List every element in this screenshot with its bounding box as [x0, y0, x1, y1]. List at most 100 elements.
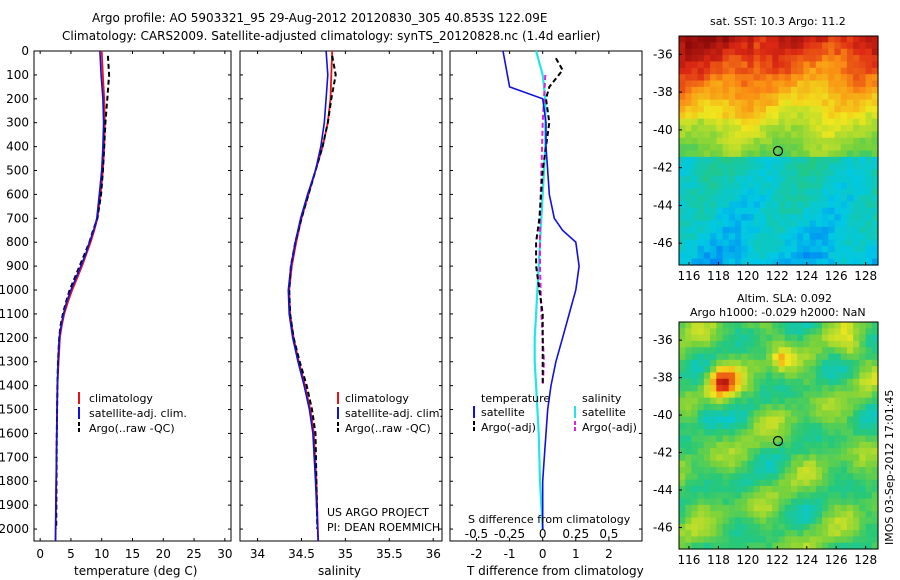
map-cell — [741, 93, 749, 101]
map-cell — [716, 454, 724, 462]
sla-lat-tick-label: -42 — [653, 446, 673, 460]
map-cell — [853, 226, 860, 234]
map-cell — [691, 410, 699, 418]
map-cell — [822, 245, 829, 253]
map-cell — [747, 523, 755, 531]
map-cell — [834, 511, 842, 519]
map-cell — [871, 118, 879, 126]
map-cell — [759, 334, 767, 342]
map-cell — [803, 150, 811, 158]
map-cell — [772, 511, 780, 519]
map-cell — [759, 137, 767, 145]
map-cell — [828, 125, 836, 133]
map-cell — [809, 156, 817, 164]
map-cell — [766, 385, 773, 392]
map-cell — [759, 340, 767, 348]
map-cell — [710, 99, 717, 107]
map-cell — [685, 397, 693, 405]
map-cell — [815, 441, 823, 449]
map-cell — [834, 48, 842, 56]
map-cell — [772, 245, 780, 253]
map-cell — [691, 182, 699, 190]
map-cell — [722, 504, 730, 512]
map-cell — [778, 359, 786, 367]
map-cell — [697, 429, 705, 437]
map-cell — [834, 233, 842, 241]
map-cell — [846, 150, 854, 158]
map-cell — [865, 131, 873, 139]
map-cell — [790, 214, 798, 222]
map-cell — [790, 353, 798, 361]
map-cell — [834, 353, 842, 361]
map-cell — [722, 467, 730, 474]
map-cell — [815, 61, 823, 69]
map-cell — [797, 340, 804, 348]
map-cell — [790, 201, 798, 209]
map-cell — [716, 48, 724, 56]
map-cell — [753, 334, 761, 342]
map-cell — [734, 340, 742, 348]
map-cell — [697, 385, 705, 392]
map-cell — [697, 131, 705, 139]
map-cell — [691, 366, 699, 374]
map-cell — [803, 207, 811, 215]
map-cell — [846, 112, 854, 120]
map-cell — [846, 485, 854, 493]
map-cell — [871, 511, 879, 519]
map-cell — [703, 410, 711, 418]
map-cell — [734, 322, 742, 329]
map-cell — [753, 86, 761, 94]
map-cell — [703, 536, 711, 544]
map-cell — [790, 42, 798, 50]
map-cell — [734, 485, 742, 493]
map-cell — [865, 125, 873, 133]
map-cell — [741, 372, 749, 380]
map-cell — [840, 112, 848, 120]
map-cell — [865, 182, 873, 190]
map-cell — [828, 258, 836, 266]
map-cell — [697, 258, 705, 266]
map-cell — [697, 80, 705, 88]
map-cell — [679, 239, 686, 247]
map-cell — [778, 74, 786, 82]
map-cell — [828, 214, 836, 222]
map-cell — [815, 511, 823, 519]
sla-lon-tick-label: 120 — [736, 553, 759, 567]
depth-tick-label: 1200 — [0, 331, 29, 345]
map-cell — [753, 118, 761, 126]
map-cell — [697, 523, 705, 531]
map-cell — [853, 252, 860, 260]
map-cell — [797, 498, 804, 506]
difference-tick-label: 2 — [605, 547, 613, 561]
map-cell — [797, 99, 804, 107]
map-cell — [679, 131, 686, 139]
map-cell — [766, 125, 773, 133]
map-cell — [747, 99, 755, 107]
map-cell — [753, 207, 761, 215]
map-cell — [710, 391, 717, 399]
map-cell — [834, 93, 842, 101]
map-cell — [840, 131, 848, 139]
map-cell — [778, 67, 786, 75]
map-cell — [853, 125, 860, 133]
map-cell — [859, 460, 867, 468]
map-cell — [703, 334, 711, 342]
map-cell — [803, 385, 811, 392]
map-cell — [790, 55, 798, 63]
map-cell — [753, 517, 761, 525]
map-cell — [734, 144, 742, 152]
map-cell — [741, 334, 749, 342]
map-cell — [728, 441, 736, 449]
legend-label-temp-satellite: satellite — [481, 406, 525, 419]
map-cell — [685, 467, 693, 474]
map-cell — [697, 441, 705, 449]
map-cell — [766, 467, 773, 474]
map-cell — [728, 48, 736, 56]
map-cell — [784, 467, 792, 474]
map-cell — [685, 42, 693, 50]
map-cell — [803, 175, 811, 183]
map-cell — [722, 233, 730, 241]
map-cell — [710, 48, 717, 56]
map-cell — [784, 366, 792, 374]
temperature-tick-label: 30 — [217, 547, 232, 561]
